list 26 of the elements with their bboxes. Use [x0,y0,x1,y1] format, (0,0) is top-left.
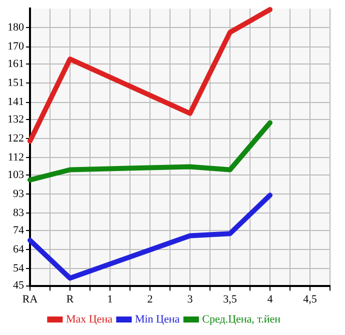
legend-label: Max Цена [66,313,113,326]
y-tick-label: 93 [13,188,24,200]
x-tick-label: R [66,293,74,306]
y-tick-label: 151 [8,77,24,90]
y-tick-label: 103 [8,168,24,181]
y-tick-label: 83 [13,207,24,220]
x-tick-label: 2 [147,293,153,306]
y-tick-label: 141 [8,96,24,108]
y-tick-label: 170 [8,40,24,53]
y-tick-label: 54 [13,262,24,274]
x-tick-label: RA [22,293,38,306]
y-tick-label: 161 [8,58,24,70]
x-tick-label: 3,5 [223,293,238,306]
legend-label: Сред.Цена, т.йен [202,313,281,326]
x-tick-label: 1 [107,293,113,306]
x-tick-label: 4 [267,293,274,306]
y-tick-label: 45 [13,280,24,292]
y-tick-label: 74 [13,224,24,236]
x-tick-label: 4,5 [303,293,318,306]
y-tick-label: 180 [8,22,24,34]
y-tick-label: 112 [8,152,24,164]
x-tick-label: 3 [187,293,194,306]
y-tick-label: 132 [8,113,24,126]
legend-label: Min Цена [134,313,180,326]
y-tick-label: 122 [8,132,24,144]
y-tick-label: 64 [13,243,24,256]
